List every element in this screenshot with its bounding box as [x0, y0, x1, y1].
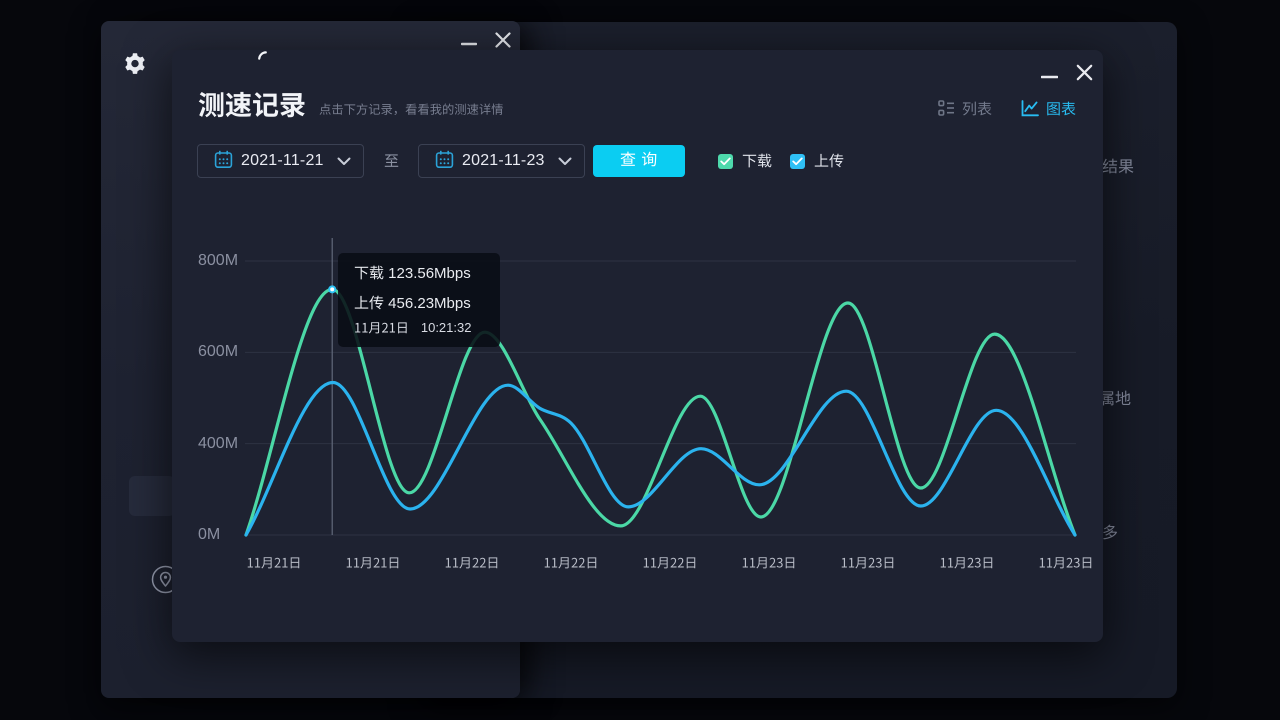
background-window-text-fragment	[1099, 390, 1131, 409]
download-checkbox[interactable]	[718, 153, 772, 170]
x-axis-label	[1039, 555, 1094, 570]
main-window-minimize-button[interactable]	[457, 31, 481, 51]
partially-hidden-button[interactable]	[129, 476, 175, 516]
dialog-close-button[interactable]	[1072, 62, 1096, 86]
settings-gear-icon[interactable]	[123, 52, 147, 81]
upload-checkbox[interactable]	[790, 153, 844, 170]
background-window-text-fragment	[1102, 524, 1118, 543]
upload-checkbox-label	[814, 153, 844, 170]
y-axis-label: 800M	[198, 252, 239, 269]
x-axis-label	[346, 555, 401, 570]
date-to-input[interactable]: 2021-11-23	[418, 144, 585, 178]
upload-checkbox-box	[790, 154, 805, 170]
dialog-title	[198, 91, 306, 121]
date-from-input[interactable]: 2021-11-21	[197, 144, 364, 178]
main-window-close-button[interactable]	[491, 28, 515, 54]
dialog-minimize-button[interactable]	[1037, 64, 1061, 84]
x-axis-label	[247, 555, 302, 570]
x-axis-label	[643, 555, 698, 570]
download-checkbox-label	[742, 153, 772, 170]
list-view-icon	[938, 100, 955, 120]
highlight-marker-dot	[328, 285, 337, 294]
query-button[interactable]	[593, 145, 685, 177]
series-line-upload[interactable]	[244, 380, 1077, 537]
view-toggle-chart-label	[1046, 101, 1076, 118]
chevron-down-icon	[558, 154, 572, 169]
dialog-subtitle	[319, 102, 504, 118]
calendar-icon	[214, 150, 233, 172]
calendar-icon	[435, 150, 454, 172]
y-axis-label: 600M	[198, 343, 239, 361]
chart-view-icon	[1021, 99, 1039, 121]
x-axis-label	[445, 555, 500, 570]
download-checkbox-box	[718, 154, 733, 170]
x-axis-label	[544, 555, 599, 570]
x-axis-label	[841, 555, 896, 570]
view-toggle-chart[interactable]	[1021, 99, 1076, 121]
chevron-down-icon	[337, 154, 351, 169]
speed-line-chart[interactable]: 0M 400M 600M 800M	[190, 225, 1100, 575]
view-toggle-list[interactable]	[938, 100, 992, 120]
y-axis-label: 400M	[198, 434, 239, 452]
date-to-value: 2021-11-23	[462, 152, 545, 169]
background-window-text-fragment	[1102, 158, 1134, 177]
gauge-arc-fragment	[258, 47, 267, 65]
query-button-label	[620, 151, 657, 170]
date-range-separator	[384, 153, 399, 171]
date-from-value: 2021-11-21	[241, 152, 324, 169]
series-line-download[interactable]	[244, 287, 1077, 537]
x-axis-label	[940, 555, 995, 570]
y-axis-label: 0M	[198, 526, 221, 543]
x-axis-label	[742, 555, 797, 570]
view-toggle-list-label	[962, 101, 992, 118]
speed-records-dialog: 2021-11-21 2021-11-23	[172, 50, 1103, 642]
